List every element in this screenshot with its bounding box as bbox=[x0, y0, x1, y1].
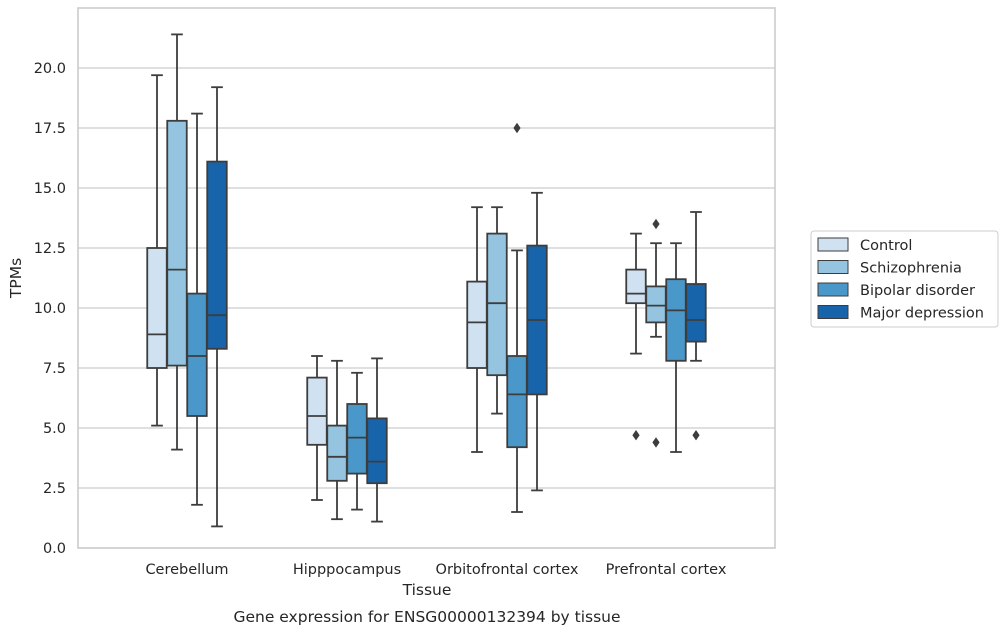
y-tick-label: 12.5 bbox=[34, 241, 66, 257]
legend-swatch bbox=[817, 282, 849, 297]
box-control-1 bbox=[306, 355, 328, 501]
y-tick-label: 2.5 bbox=[43, 481, 66, 497]
legend-swatch bbox=[817, 260, 849, 274]
box-body bbox=[466, 280, 488, 369]
box-bipolar-disorder-2 bbox=[506, 122, 528, 513]
box-schizophrenia-3 bbox=[645, 218, 667, 448]
box-body bbox=[665, 278, 687, 362]
outlier-marker bbox=[652, 437, 660, 448]
y-tick-label: 17.5 bbox=[34, 121, 66, 137]
box-body bbox=[625, 268, 647, 305]
legend-label: Bipolar disorder bbox=[860, 283, 975, 299]
box-body bbox=[166, 119, 188, 367]
box-major-depression-3 bbox=[685, 211, 707, 441]
box-major-depression-1 bbox=[366, 357, 388, 523]
legend-swatch bbox=[817, 305, 849, 319]
box-body bbox=[685, 283, 707, 343]
outlier-marker bbox=[513, 122, 521, 134]
y-tick-labels: 0.0 2.5 5.0 7.5 10.0 12.5 15.0 17.5 20.0 bbox=[34, 61, 66, 557]
box-body bbox=[326, 424, 348, 482]
y-axis-title: TPMs bbox=[7, 258, 25, 299]
box-major-depression-0 bbox=[206, 86, 228, 528]
legend-label: Control bbox=[860, 238, 912, 254]
legend-swatch bbox=[817, 237, 849, 252]
legend-label: Major depression bbox=[860, 306, 984, 322]
legend: Control Schizophrenia Bipolar disorder Majo… bbox=[810, 230, 999, 328]
outlier-marker bbox=[632, 430, 640, 441]
outlier-marker bbox=[692, 430, 700, 441]
y-tick-label: 7.5 bbox=[43, 361, 66, 377]
legend-label: Schizophrenia bbox=[860, 261, 962, 277]
box-bipolar-disorder-0 bbox=[186, 112, 208, 506]
box-body bbox=[146, 247, 168, 369]
chart-caption: Gene expression for ENSG00000132394 by t… bbox=[233, 608, 620, 626]
box-control-0 bbox=[146, 74, 168, 427]
box-control-3 bbox=[625, 232, 647, 441]
box-body bbox=[506, 355, 528, 449]
x-axis-title: Tissue bbox=[402, 581, 452, 599]
x-tick-label: Hipppocampus bbox=[293, 562, 401, 578]
box-schizophrenia-2 bbox=[486, 206, 508, 415]
box-body bbox=[306, 376, 328, 446]
legend-frame bbox=[810, 230, 999, 328]
axes-frame bbox=[77, 7, 776, 549]
y-tick-label: 15.0 bbox=[34, 181, 66, 197]
x-tick-label: Cerebellum bbox=[145, 562, 228, 578]
box-bipolar-disorder-1 bbox=[346, 371, 368, 511]
y-tick-label: 20.0 bbox=[34, 61, 66, 77]
x-tick-labels: Cerebellum Hipppocampus Orbitofrontal cort… bbox=[145, 562, 726, 578]
y-tick-label: 0.0 bbox=[43, 541, 66, 557]
x-tick-label: Prefrontal cortex bbox=[606, 562, 727, 578]
y-tick-label: 10.0 bbox=[34, 301, 66, 317]
plot-area bbox=[146, 33, 707, 528]
box-schizophrenia-1 bbox=[326, 359, 348, 521]
box-body bbox=[346, 403, 368, 475]
box-major-depression-2 bbox=[526, 191, 548, 492]
box-schizophrenia-0 bbox=[166, 33, 188, 451]
outlier-marker bbox=[652, 218, 660, 230]
y-tick-label: 5.0 bbox=[43, 421, 66, 437]
box-body bbox=[186, 292, 208, 417]
x-tick-label: Orbitofrontal cortex bbox=[436, 562, 579, 578]
box-bipolar-disorder-3 bbox=[665, 242, 687, 453]
box-control-2 bbox=[466, 206, 488, 453]
box-body bbox=[206, 160, 228, 350]
box-body bbox=[645, 285, 667, 324]
box-body bbox=[366, 417, 388, 485]
box-body bbox=[486, 232, 508, 377]
